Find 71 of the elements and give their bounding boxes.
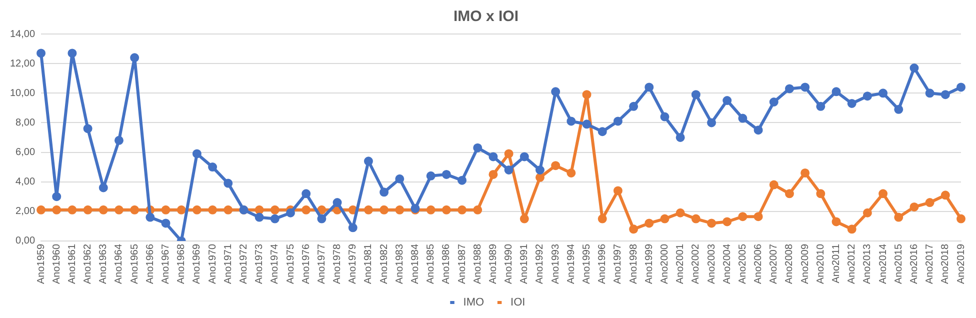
- x-tick-label: Ano1989: [488, 244, 499, 284]
- x-tick-label: Ano1999: [644, 244, 655, 284]
- x-tick-label: Ano1968: [176, 244, 188, 284]
- x-tick-label: Ano1966: [144, 244, 156, 284]
- x-tick-label: Ano2014: [878, 244, 889, 284]
- x-tick-label: Ano1977: [316, 244, 328, 284]
- y-tick-label: 12,00: [10, 58, 36, 70]
- x-tick-label: Ano2012: [846, 244, 858, 284]
- x-tick-label: Ano2015: [893, 244, 904, 284]
- legend-label: IMO: [463, 296, 484, 309]
- x-tick-label: Ano2019: [956, 244, 967, 284]
- x-tick-label: Ano2017: [924, 244, 936, 284]
- x-tick-label: Ano2002: [690, 244, 702, 284]
- x-tick-label: Ano1971: [222, 244, 234, 284]
- x-tick-label: Ano1960: [51, 244, 62, 284]
- x-tick-label: Ano1994: [566, 244, 577, 284]
- chart-title: IMO x IOI: [453, 8, 519, 26]
- x-tick-label: Ano2003: [706, 244, 718, 284]
- x-tick-label: Ano1992: [534, 244, 546, 284]
- x-tick-label: Ano2001: [675, 244, 686, 284]
- x-tick-label: Ano2016: [908, 244, 920, 284]
- x-tick-label: Ano1988: [472, 244, 484, 284]
- y-tick-label: 0,00: [16, 236, 36, 247]
- x-tick-label: Ano1997: [612, 244, 624, 284]
- x-tick-label: Ano1974: [270, 244, 281, 284]
- x-tick-label: Ano1984: [410, 244, 421, 284]
- x-tick-label: Ano1979: [348, 244, 359, 284]
- x-tick-label: Ano1993: [550, 244, 562, 284]
- x-tick-label: Ano1985: [426, 244, 437, 284]
- x-tick-label: Ano2013: [862, 244, 874, 284]
- x-tick-label: Ano1965: [129, 244, 140, 284]
- x-tick-label: Ano2005: [737, 244, 748, 284]
- x-tick-label: Ano1996: [597, 244, 608, 284]
- x-tick-label: Ano1959: [36, 244, 47, 284]
- legend-label: IOI: [510, 296, 526, 309]
- x-tick-label: Ano1970: [207, 244, 218, 284]
- x-tick-label: Ano2007: [768, 244, 780, 284]
- y-tick-label: 4,00: [16, 176, 36, 188]
- x-tick-label: Ano1961: [66, 244, 78, 284]
- y-tick-label: 6,00: [16, 147, 36, 158]
- y-tick-label: 14,00: [10, 28, 36, 40]
- x-tick-label: Ano1981: [363, 244, 374, 284]
- x-tick-label: Ano2011: [831, 244, 842, 284]
- x-tick-label: Ano1991: [519, 244, 530, 284]
- x-tick-label: Ano1983: [394, 244, 406, 284]
- x-tick-label: Ano1978: [332, 244, 344, 284]
- x-tick-label: Ano2004: [722, 244, 733, 284]
- x-tick-label: Ano1998: [628, 244, 640, 284]
- x-tick-label: Ano2006: [753, 244, 764, 284]
- x-tick-label: Ano2008: [784, 244, 796, 284]
- x-tick-label: Ano2010: [815, 244, 826, 284]
- x-tick-label: Ano1982: [378, 244, 390, 284]
- x-tick-label: Ano1976: [300, 244, 312, 284]
- x-tick-label: Ano1969: [192, 244, 203, 284]
- x-tick-label: Ano1987: [456, 244, 468, 284]
- y-tick-label: 10,00: [10, 88, 36, 99]
- x-tick-label: Ano1964: [114, 244, 125, 284]
- y-tick-label: 8,00: [16, 117, 36, 128]
- x-tick-label: Ano2009: [800, 244, 811, 284]
- x-tick-label: Ano1990: [504, 244, 515, 284]
- x-tick-label: Ano1963: [98, 244, 110, 284]
- x-tick-label: Ano1973: [254, 244, 266, 284]
- x-tick-label: Ano2000: [659, 244, 670, 284]
- x-tick-label: Ano1972: [238, 244, 250, 284]
- x-tick-label: Ano1967: [160, 244, 172, 284]
- x-tick-label: Ano1995: [582, 244, 593, 284]
- x-tick-label: Ano1962: [82, 244, 94, 284]
- x-tick-label: Ano1986: [441, 244, 452, 284]
- x-tick-label: Ano1975: [285, 244, 296, 284]
- x-tick-label: Ano2018: [940, 244, 952, 284]
- y-tick-label: 2,00: [16, 206, 36, 218]
